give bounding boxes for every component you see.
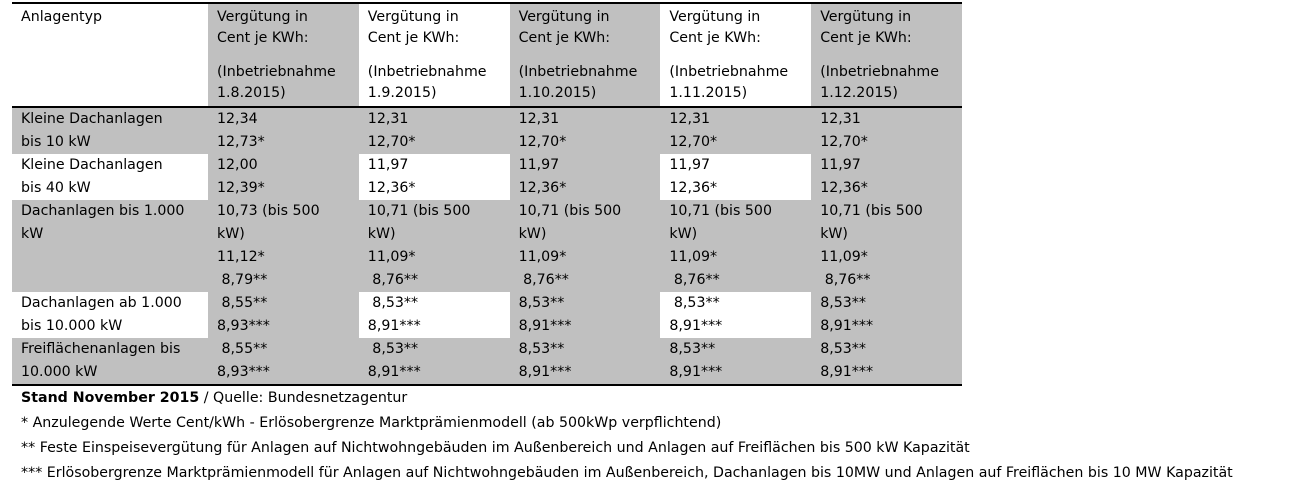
value-cell: 8,53** 8,91*** [660,338,812,385]
row-label: Freiflächenanlagen bis 10.000 kW [12,338,208,385]
header-anlagentyp: Anlagentyp [12,3,208,107]
value-cell: 11,97 12,36* [660,154,812,200]
value-cell: 8,53** 8,91*** [811,338,962,385]
row-label: Kleine Dachanlagen bis 10 kW [12,107,208,154]
value-cell: 12,31 12,70* [660,107,812,154]
footnote-1: * Anzulegende Werte Cent/kWh - Erlösober… [21,415,722,431]
value-cell: 8,55** 8,93*** [208,292,359,338]
row-label: Dachanlagen ab 1.000 bis 10.000 kW [12,292,208,338]
value-cell: 12,34 12,73* [208,107,359,154]
value-cell: 12,31 12,70* [509,107,661,154]
value-cell: 8,53** 8,91*** [509,292,661,338]
value-cell: 10,71 (bis 500 kW) 11,09* 8,76** [811,200,962,292]
value-cell: 8,53** 8,91*** [811,292,962,338]
footnote-2: ** Feste Einspeisevergütung für Anlagen … [21,440,970,456]
value-cell: 8,53** 8,91*** [358,292,510,338]
row-kleine-40kw: Kleine Dachanlagen bis 40 kW 12,00 12,39* … [12,154,962,200]
value-cell: 10,73 (bis 500 kW) 11,12* 8,79** [208,200,359,292]
value-cell: 11,97 12,36* [509,154,661,200]
row-label: Dachanlagen bis 1.000 kW [12,200,208,292]
footnote-3: *** Erlösobergrenze Marktprämienmodell f… [21,465,1233,481]
source-text: / Quelle: Bundesnetzagentur [199,390,408,406]
stand-date: Stand November 2015 [21,390,200,406]
value-cell: 8,55** 8,93*** [208,338,359,385]
header-col-oct: Vergütung in Cent je KWh: (Inbetriebnahme 1… [509,3,661,107]
value-cell: 10,71 (bis 500 kW) 11,09* 8,76** [358,200,510,292]
value-cell: 8,53** 8,91*** [509,338,661,385]
value-cell: 11,97 12,36* [358,154,510,200]
row-dach-10000kw: Dachanlagen ab 1.000 bis 10.000 kW 8,55**… [12,292,962,338]
value-cell: 11,97 12,36* [811,154,962,200]
value-cell: 10,71 (bis 500 kW) 11,09* 8,76** [660,200,812,292]
value-cell: 12,00 12,39* [208,154,359,200]
header-col-nov: Vergütung in Cent je KWh: (Inbetriebnahme 1… [660,3,812,107]
footnotes: Stand November 2015 / Quelle: Bundesnetz… [21,386,1301,486]
tariff-table: Anlagentyp Vergütung in Cent je KWh: (Inbe… [12,2,962,386]
header-col-dec: Vergütung in Cent je KWh: (Inbetriebnahme 1… [811,3,962,107]
row-freiflaechen: Freiflächenanlagen bis 10.000 kW 8,55** 8,… [12,338,962,385]
header-row: Anlagentyp Vergütung in Cent je KWh: (Inbe… [12,3,962,107]
value-cell: 12,31 12,70* [358,107,510,154]
value-cell: 12,31 12,70* [811,107,962,154]
source-line: Stand November 2015 / Quelle: Bundesnetz… [21,386,1301,411]
row-kleine-10kw: Kleine Dachanlagen bis 10 kW 12,34 12,73* … [12,107,962,154]
value-cell: 8,53** 8,91*** [358,338,510,385]
row-label: Kleine Dachanlagen bis 40 kW [12,154,208,200]
header-col-sep: Vergütung in Cent je KWh: (Inbetriebnahme 1… [358,3,510,107]
row-dach-1000kw: Dachanlagen bis 1.000 kW 10,73 (bis 500 kW… [12,200,962,292]
value-cell: 10,71 (bis 500 kW) 11,09* 8,76** [509,200,661,292]
header-col-aug: Vergütung in Cent je KWh: (Inbetriebnahme 1… [208,3,359,107]
value-cell: 8,53** 8,91*** [660,292,812,338]
